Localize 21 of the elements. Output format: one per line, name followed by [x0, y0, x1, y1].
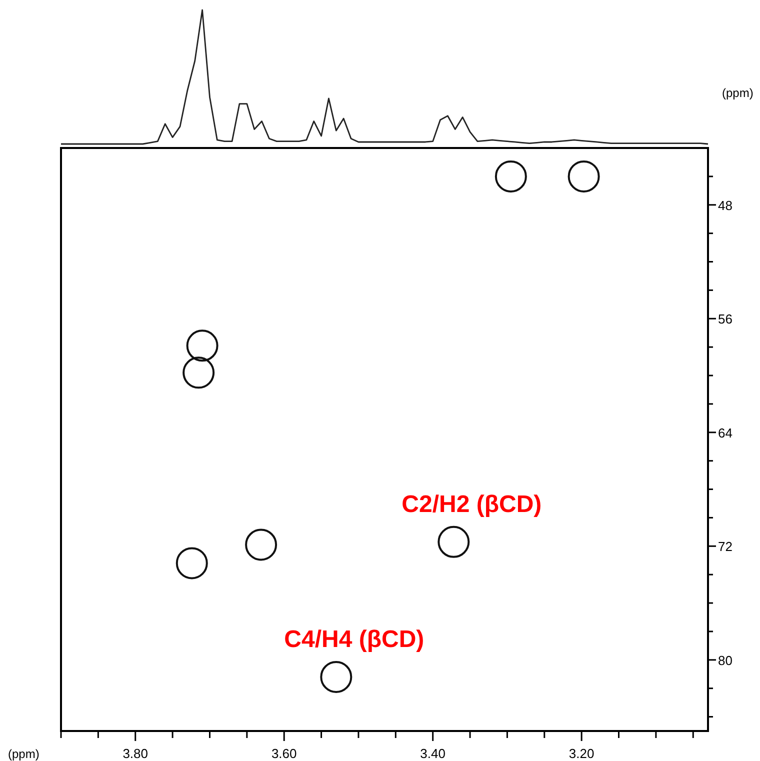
y-tick-label: 72 [718, 539, 732, 554]
point [568, 160, 600, 192]
point [438, 526, 470, 558]
y-axis-title: (ppm) [722, 86, 754, 100]
annotation: C2/H2 (βCD) [402, 490, 542, 518]
x-tick-label: 3.60 [271, 746, 297, 761]
x-tick-label: 3.80 [122, 746, 148, 761]
y-tick-label: 56 [718, 312, 732, 327]
x-tick-label: 3.40 [420, 746, 446, 761]
point [245, 528, 278, 561]
annotation: C4/H4 (βCD) [284, 626, 424, 653]
point [176, 547, 208, 580]
point [320, 660, 352, 693]
x-axis-title: (ppm) [8, 747, 40, 761]
point [186, 330, 218, 362]
point [182, 356, 215, 389]
y-tick-label: 80 [718, 652, 732, 668]
x-tick-label: 3.20 [568, 746, 594, 761]
y-tick-label: 48 [718, 198, 732, 213]
y-tick-label: 64 [718, 425, 732, 440]
point [494, 160, 527, 192]
